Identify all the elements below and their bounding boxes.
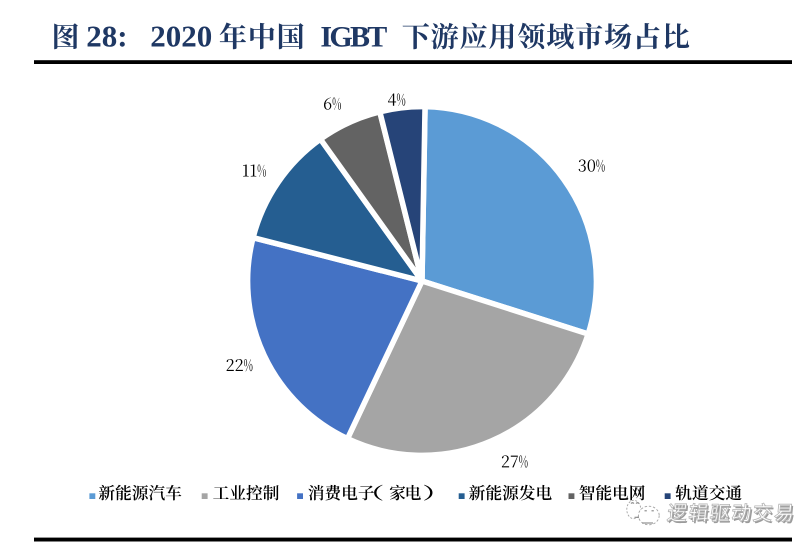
svg-text:2020: 2020 [150,19,212,54]
svg-text:IGBT: IGBT [320,21,387,54]
svg-text:28:: 28: [86,19,127,54]
